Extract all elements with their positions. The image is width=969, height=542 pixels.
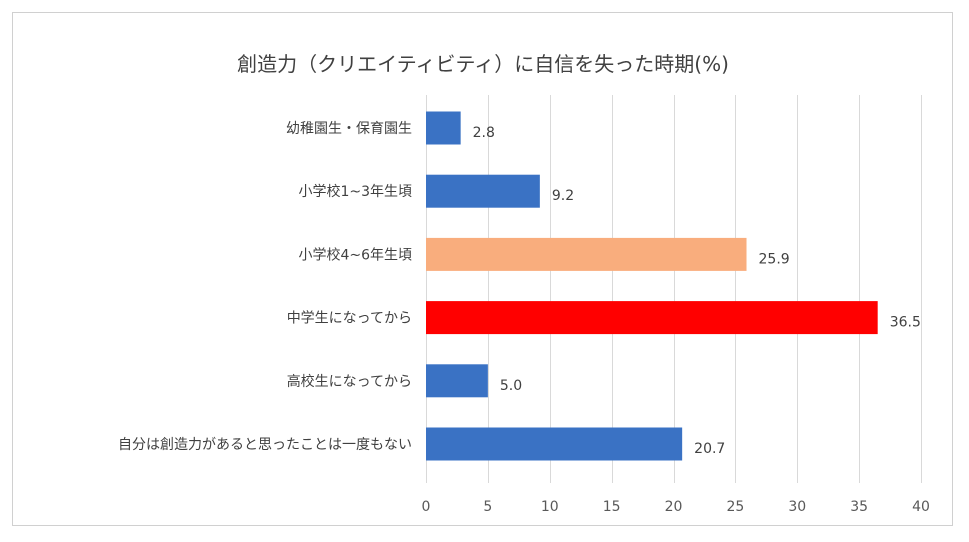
category-label: 小学校4~6年生頃 <box>298 246 412 263</box>
data-label: 5.0 <box>500 378 522 394</box>
category-labels: 幼稚園生・保育園生小学校1~3年生頃小学校4~6年生頃中学生になってから高校生に… <box>118 121 412 453</box>
gridlines <box>426 95 922 483</box>
x-tick-label: 15 <box>603 499 621 515</box>
x-tick-label: 20 <box>665 499 683 515</box>
x-axis-tick-labels: 0 5 10 15 20 25 30 35 40 <box>422 499 930 515</box>
data-label: 25.9 <box>759 251 790 267</box>
chart-title: 創造力（クリエイティビティ）に自信を失った時期(%) <box>237 52 729 76</box>
value-labels: 2.8 9.2 25.9 36.5 5.0 20.7 <box>473 125 921 457</box>
category-label: 幼稚園生・保育園生 <box>286 121 412 137</box>
x-tick-label: 40 <box>912 499 930 515</box>
category-label: 小学校1~3年生頃 <box>298 183 412 200</box>
data-label: 20.7 <box>694 441 725 457</box>
x-tick-label: 5 <box>483 499 492 515</box>
data-label: 36.5 <box>890 315 921 331</box>
x-tick-label: 0 <box>422 499 431 515</box>
bar-1 <box>426 111 461 145</box>
category-label: 高校生になってから <box>287 373 412 390</box>
bar-6 <box>426 427 683 461</box>
bar-3 <box>426 237 747 271</box>
category-label: 中学生になってから <box>287 311 412 327</box>
bars <box>426 111 878 461</box>
data-label: 9.2 <box>552 188 574 204</box>
x-tick-label: 25 <box>726 499 744 515</box>
x-tick-label: 35 <box>850 499 868 515</box>
bar-chart: 創造力（クリエイティビティ）に自信を失った時期(%) 幼稚園生・保育園生小学校1… <box>118 52 930 515</box>
bar-2 <box>426 174 540 208</box>
x-tick-label: 30 <box>788 499 806 515</box>
x-tick-label: 10 <box>541 499 559 515</box>
chart-frame: 創造力（クリエイティビティ）に自信を失った時期(%) 幼稚園生・保育園生小学校1… <box>12 12 953 526</box>
bar-4 <box>426 301 878 335</box>
category-label: 自分は創造力があると思ったことは一度もない <box>118 437 412 453</box>
bar-5 <box>426 364 488 398</box>
data-label: 2.8 <box>473 125 495 141</box>
